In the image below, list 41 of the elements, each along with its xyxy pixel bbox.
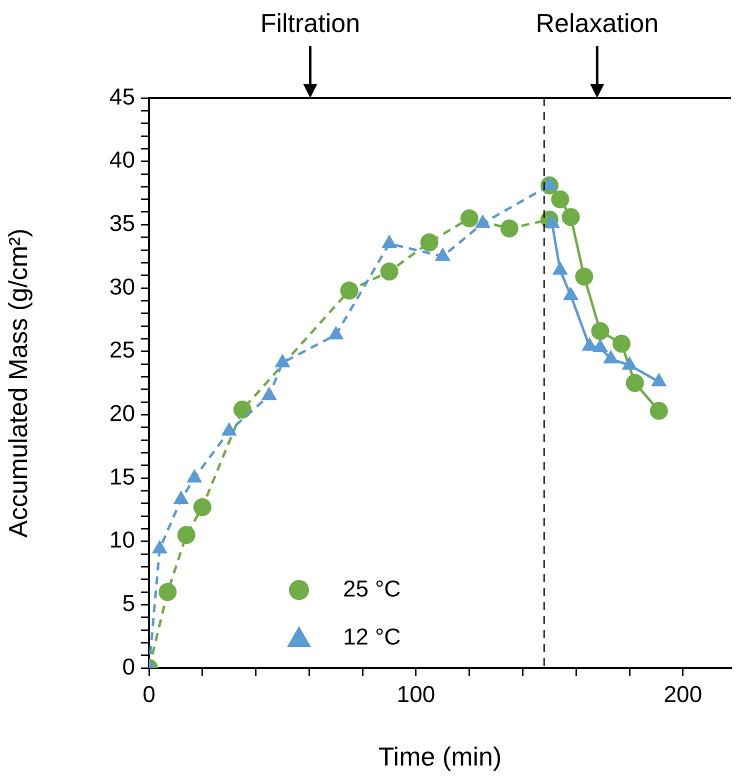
point — [420, 233, 438, 252]
point — [221, 422, 237, 436]
point — [563, 286, 579, 300]
legend-label: 25 °C — [343, 575, 401, 602]
point — [340, 282, 358, 300]
y-tick-label: 10 — [109, 526, 135, 553]
x-tick-label: 100 — [396, 681, 436, 708]
point — [651, 372, 667, 386]
y-tick-label: 5 — [122, 590, 135, 616]
point — [622, 356, 638, 370]
point — [261, 386, 277, 400]
y-tick-label: 25 — [109, 336, 135, 363]
text: Relaxation — [536, 8, 659, 38]
x-tick-label: 200 — [664, 681, 702, 708]
point — [551, 190, 570, 208]
y-tick-label: 35 — [109, 210, 135, 236]
point — [562, 208, 580, 226]
x-axis-title: Time (min) — [378, 742, 502, 772]
point — [460, 209, 478, 228]
y-tick-label: 40 — [109, 146, 135, 173]
y-tick-label: 45 — [109, 83, 135, 110]
point — [575, 268, 594, 286]
point — [173, 490, 189, 504]
y-tick-label: 0 — [122, 653, 135, 680]
y-tick-label: 15 — [109, 463, 135, 490]
point — [328, 326, 344, 340]
point — [274, 354, 290, 368]
point — [186, 469, 202, 482]
point — [380, 262, 398, 281]
point — [152, 540, 168, 554]
y-tick-label: 20 — [109, 400, 135, 426]
y-axis-title: Accumulated Mass (g/cm²) — [2, 228, 33, 538]
point — [612, 334, 631, 353]
point — [500, 219, 518, 238]
y-tick-label: 30 — [109, 273, 135, 300]
x-tick-label: 0 — [142, 681, 156, 708]
point — [591, 322, 610, 340]
legend-label: 12 °C — [343, 623, 401, 650]
text: Filtration — [260, 8, 360, 38]
point — [603, 350, 619, 364]
point — [592, 338, 608, 352]
